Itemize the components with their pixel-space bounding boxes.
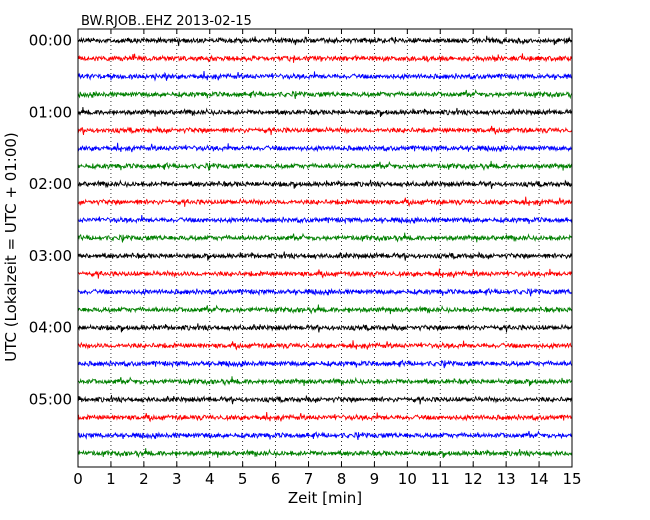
trace-line — [77, 196, 573, 208]
x-tick-label: 2 — [139, 470, 149, 488]
x-tick-label: 12 — [464, 470, 483, 488]
y-tick-label: 02:00 — [29, 175, 72, 193]
x-tick-label: 1 — [106, 470, 116, 488]
x-tick-label: 6 — [271, 470, 281, 488]
x-tick-label: 7 — [304, 470, 314, 488]
trace-line — [77, 160, 573, 171]
x-tick-label: 5 — [238, 470, 248, 488]
trace-line — [77, 107, 573, 118]
trace-line — [77, 359, 573, 369]
trace-line — [77, 142, 573, 153]
x-tick-label: 8 — [337, 470, 347, 488]
x-tick-label: 13 — [497, 470, 516, 488]
trace-line — [77, 323, 573, 333]
trace-line — [77, 394, 573, 405]
x-tick-label: 10 — [398, 470, 417, 488]
trace-line — [77, 376, 573, 387]
chart-title: BW.RJOB..EHZ 2013-02-15 — [81, 14, 252, 29]
x-tick-label: 11 — [431, 470, 450, 488]
trace-line — [77, 35, 573, 47]
trace-line — [77, 251, 573, 261]
x-tick-label: 15 — [562, 470, 581, 488]
trace-line — [77, 430, 573, 441]
x-tick-label: 0 — [73, 470, 83, 488]
trace-line — [77, 53, 572, 63]
x-tick-label: 4 — [205, 470, 215, 488]
trace-line — [77, 448, 573, 459]
x-tick-label: 14 — [530, 470, 549, 488]
trace-line — [77, 214, 573, 225]
y-tick-label: 05:00 — [29, 391, 72, 409]
plot-frame — [77, 28, 573, 468]
trace-line — [77, 268, 573, 279]
x-tick-label: 3 — [172, 470, 182, 488]
trace-line — [77, 287, 573, 297]
trace-line — [77, 71, 573, 82]
trace-line — [77, 232, 573, 243]
trace-line — [77, 304, 573, 315]
seismic-traces — [77, 35, 573, 459]
trace-line — [77, 412, 573, 423]
y-axis-title: UTC (Lokalzeit = UTC + 01:00) — [2, 132, 20, 362]
y-tick-label: 00:00 — [29, 32, 72, 50]
trace-line — [77, 125, 573, 136]
y-tick-label: 01:00 — [29, 103, 72, 121]
y-axis-ticks: 00:00 01:00 02:00 03:00 04:00 05:00 — [29, 32, 572, 409]
trace-line — [77, 340, 573, 351]
trace-line — [77, 89, 573, 100]
y-tick-label: 04:00 — [29, 319, 72, 337]
trace-line — [77, 179, 573, 189]
y-tick-label: 03:00 — [29, 247, 72, 265]
x-axis-ticks: 0 1 2 3 4 5 6 7 8 9 10 11 12 13 14 15 — [73, 29, 582, 488]
x-axis-title: Zeit [min] — [288, 489, 362, 507]
x-tick-label: 9 — [370, 470, 380, 488]
